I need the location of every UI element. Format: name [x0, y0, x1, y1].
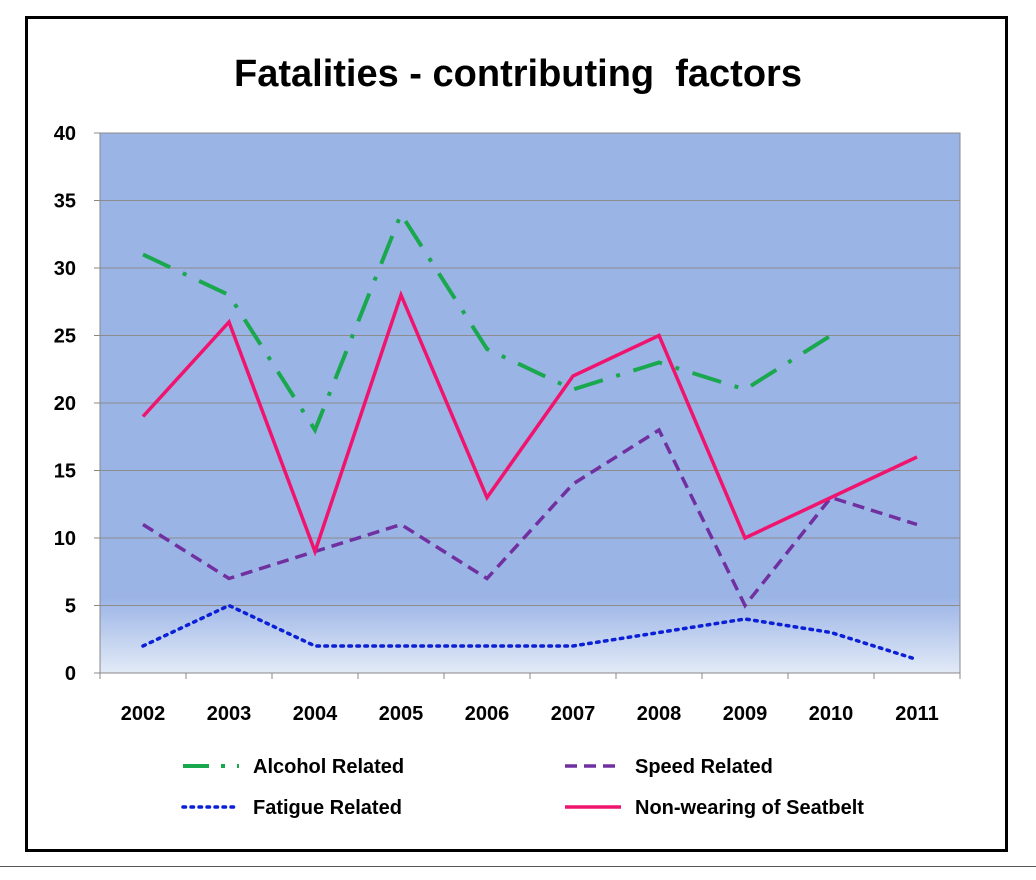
series-line-fatigue-related [141, 603, 919, 662]
series-layer [141, 209, 919, 662]
x-tick-label: 2003 [207, 703, 252, 725]
y-tick-label: 25 [54, 326, 76, 348]
y-tick-label: 40 [54, 123, 76, 145]
legend-label-alcohol-related: Alcohol Related [253, 756, 404, 778]
x-tick-label: 2004 [293, 703, 338, 725]
chart-title: Fatalities - contributing factors [234, 53, 802, 95]
series-line-alcohol-related [142, 209, 833, 435]
x-tick-label: 2011 [895, 703, 938, 725]
x-tick-label: 2009 [723, 703, 768, 725]
series-line-speed-related [142, 427, 918, 609]
y-tick-label: 20 [54, 393, 76, 415]
legend-label-speed-related: Speed Related [635, 756, 773, 778]
x-tick-label: 2008 [637, 703, 682, 725]
y-tick-label: 0 [65, 663, 76, 685]
x-tick-label: 2007 [551, 703, 596, 725]
x-tick-label: 2005 [379, 703, 424, 725]
series-line-non-wearing-of-seatbelt [141, 290, 918, 557]
gridlines [100, 132, 960, 606]
axes: 0 5 10 15 20 25 30 35 40 2002 2003 2004 2005 2006 2007… [54, 123, 961, 725]
legend: Alcohol Related Speed Related Fatigue Rela… [181, 756, 864, 819]
y-tick-label: 5 [65, 596, 76, 618]
y-tick-label: 30 [54, 258, 76, 280]
y-tick-label: 15 [54, 461, 76, 483]
x-tick-label: 2010 [809, 703, 854, 725]
x-tick-label: 2002 [121, 703, 166, 725]
legend-label-non-wearing-of-seatbelt: Non-wearing of Seatbelt [635, 797, 864, 819]
page-divider [0, 866, 1036, 867]
y-tick-label: 35 [54, 191, 76, 213]
y-tick-label: 10 [54, 528, 76, 550]
legend-label-fatigue-related: Fatigue Related [253, 797, 402, 819]
x-tick-label: 2006 [465, 703, 510, 725]
